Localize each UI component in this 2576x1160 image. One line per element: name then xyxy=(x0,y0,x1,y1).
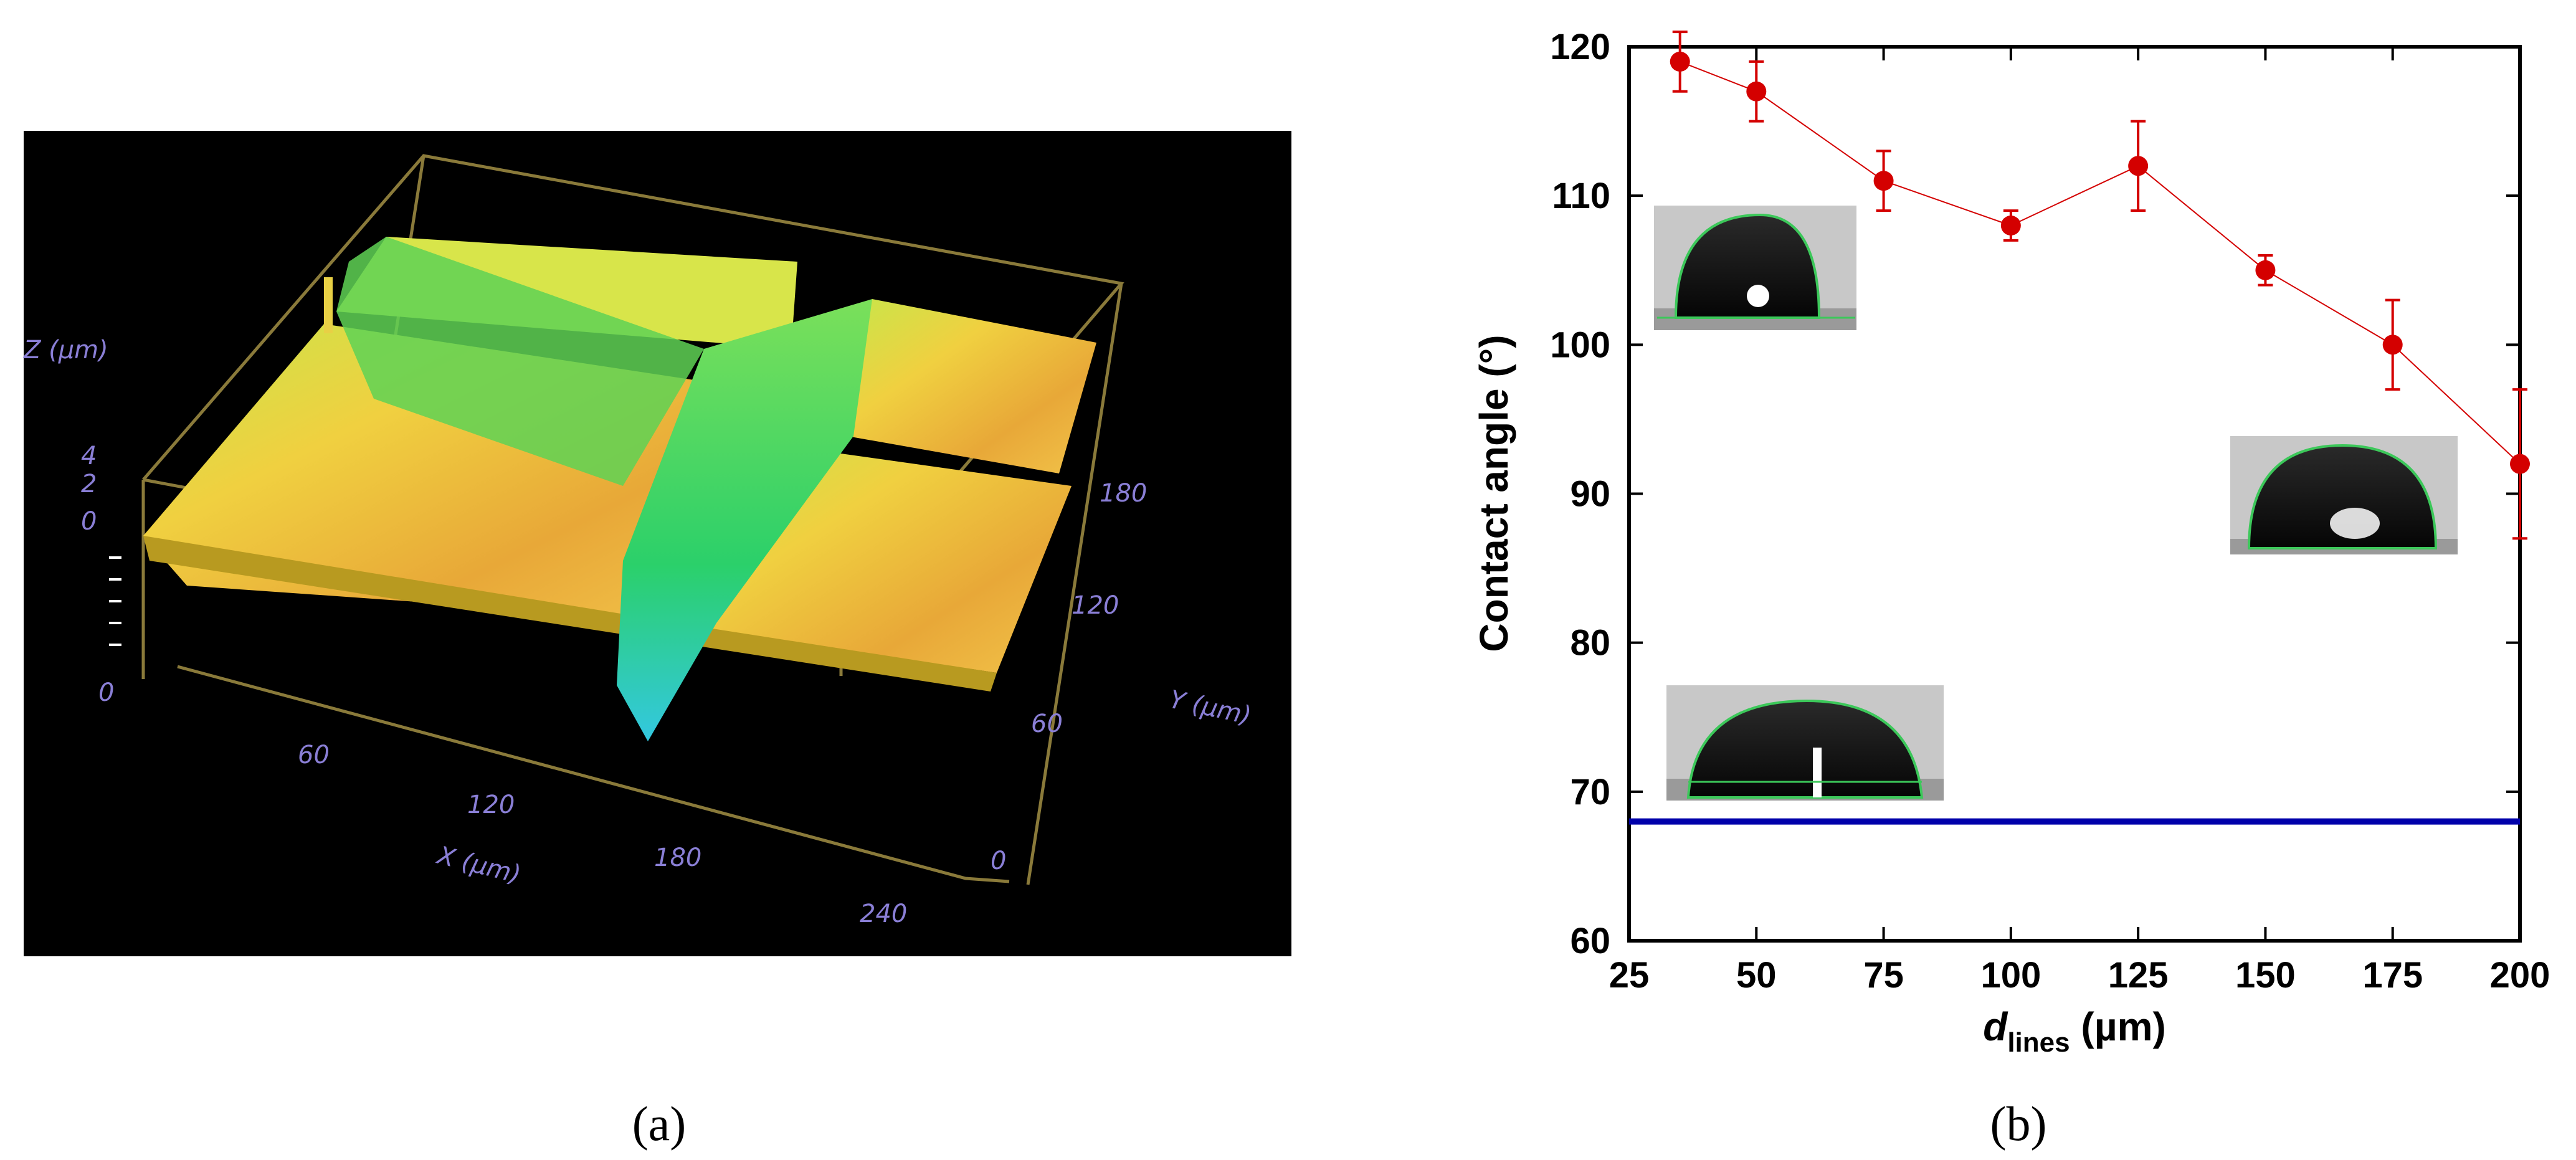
z-tick-4: 4 xyxy=(81,442,97,470)
y-tick-180: 180 xyxy=(1100,479,1147,508)
z-tick-2: 2 xyxy=(81,470,97,498)
droplet-inset-1 xyxy=(1654,206,1856,330)
surface-front-edge xyxy=(143,536,997,692)
x-tick-label-150: 150 xyxy=(2235,955,2296,996)
x-axis-title-main: d xyxy=(1983,1004,2008,1049)
x-tick-60: 60 xyxy=(298,741,330,769)
x-axis-title-subscript: lines xyxy=(2007,1027,2070,1058)
surface-spike xyxy=(324,277,333,333)
data-point-200 xyxy=(2510,454,2530,474)
droplet-inset-3 xyxy=(1666,685,1944,801)
x-tick-120: 120 xyxy=(467,791,515,819)
data-point-75 xyxy=(1873,171,1894,191)
x-tick-180: 180 xyxy=(654,844,701,872)
x-axis-title-unit: (µm) xyxy=(2070,1004,2166,1049)
data-points xyxy=(1670,51,2530,474)
y-tick-label-100: 100 xyxy=(1550,325,1610,365)
x-tick-label-125: 125 xyxy=(2108,955,2169,996)
surface-groove-ridge xyxy=(617,299,872,741)
y-tick-label-110: 110 xyxy=(1552,176,1610,216)
surface-left-ridge xyxy=(336,237,704,486)
y-tick-0: 0 xyxy=(991,847,1006,875)
y-tick-label-90: 90 xyxy=(1570,474,1610,515)
panel-a-caption: (a) xyxy=(632,1096,687,1151)
x-tick-label-175: 175 xyxy=(2362,955,2423,996)
x-tick-240: 240 xyxy=(860,900,907,928)
z-tick-marks xyxy=(109,556,121,646)
data-point-100 xyxy=(2000,216,2021,235)
panel-b-caption: (b) xyxy=(1990,1096,2047,1151)
x-axis: 25 50 75 100 125 150 175 200 xyxy=(1609,47,2550,996)
data-point-50 xyxy=(1746,81,1767,102)
y-tick-label-60: 60 xyxy=(1570,921,1610,961)
y-tick-60: 60 xyxy=(1031,710,1063,738)
x-tick-label-50: 50 xyxy=(1736,955,1777,996)
y-tick-label-120: 120 xyxy=(1550,27,1610,67)
y-tick-label-80: 80 xyxy=(1570,623,1610,663)
x-tick-label-75: 75 xyxy=(1863,955,1904,996)
x-tick-label-200: 200 xyxy=(2490,955,2550,996)
series-line xyxy=(1680,60,2521,465)
y-tick-label-70: 70 xyxy=(1570,772,1610,812)
x-tick-label-100: 100 xyxy=(1980,955,2041,996)
z-axis-label: Z (µm) xyxy=(23,336,108,364)
data-point-35 xyxy=(1670,51,1690,72)
y-axis: 60 70 80 90 100 110 120 xyxy=(1550,27,2520,961)
x-axis-title: dlines (µm) xyxy=(1983,1004,2166,1058)
panel-b: 25 50 75 100 125 150 175 200 60 70 80 90 100 110 120 xyxy=(1471,27,2550,1151)
y-tick-120: 120 xyxy=(1072,591,1119,620)
surface-right-plateau xyxy=(847,299,1096,473)
z-tick-0: 0 xyxy=(81,507,97,536)
panel-a: Z (µm) 4 2 0 0 60 120 180 240 X (µm) 0 6… xyxy=(23,131,1291,1151)
droplet-inset-2 xyxy=(2230,436,2458,554)
data-point-175 xyxy=(2382,335,2403,355)
data-point-125 xyxy=(2128,156,2149,176)
x-tick-label-25: 25 xyxy=(1609,955,1650,996)
data-point-150 xyxy=(2255,260,2276,280)
y-axis-title: Contact angle (°) xyxy=(1471,335,1516,652)
z-tick-lower-0: 0 xyxy=(98,678,114,707)
surface-plot xyxy=(143,237,1096,741)
